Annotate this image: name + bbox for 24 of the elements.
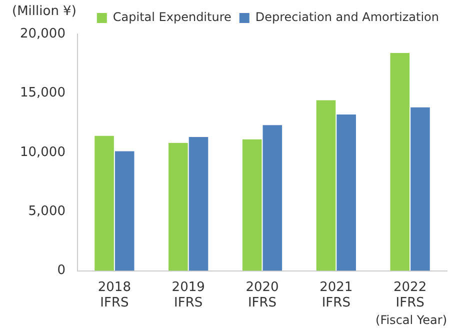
- legend-label: Capital Expenditure: [112, 10, 232, 24]
- x-tick-label: 2019 IFRS: [172, 280, 205, 311]
- x-axis-title: (Fiscal Year): [376, 313, 447, 327]
- bar: [316, 100, 336, 271]
- y-tick-label: 20,000: [20, 26, 66, 42]
- x-tick-label: 2022 IFRS: [394, 280, 427, 311]
- bar: [242, 139, 262, 271]
- x-tick-label: 2018 IFRS: [98, 280, 131, 311]
- bar: [262, 125, 282, 271]
- bar: [336, 114, 356, 271]
- bar: [168, 142, 188, 271]
- y-axis-title: (Million ¥): [12, 4, 76, 19]
- x-tick-label: 2020 IFRS: [246, 280, 279, 311]
- bar: [188, 137, 208, 271]
- x-tick-label: 2021 IFRS: [320, 280, 353, 311]
- bar: [94, 136, 114, 271]
- legend-label: Depreciation and Amortization: [255, 10, 440, 24]
- bar: [410, 107, 430, 271]
- y-tick-label: 5,000: [28, 204, 66, 219]
- bar: [114, 151, 134, 271]
- y-tick-label: 0: [57, 263, 66, 278]
- y-tick-label: 15,000: [20, 86, 66, 101]
- y-tick-label: 10,000: [20, 144, 66, 160]
- bar: [390, 52, 410, 271]
